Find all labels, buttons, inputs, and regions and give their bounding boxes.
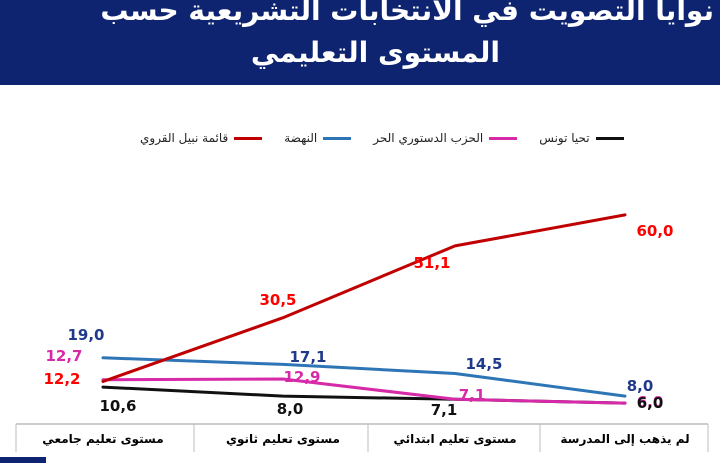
data-label-tahya-0: 10,6 xyxy=(99,397,136,415)
series-line-qarwi xyxy=(101,213,627,383)
chart-legend: قائمة نبيل القروي النهضة الحزب الدستوري … xyxy=(140,128,640,148)
legend-label-destouri: الحزب الدستوري الحر xyxy=(373,131,484,145)
data-label-destouri-3: 6,0 xyxy=(637,393,664,411)
legend-item-tahya: تحيا تونس xyxy=(539,128,624,148)
data-label-tahya-1: 8,0 xyxy=(277,400,304,418)
legend-label-qarwi: قائمة نبيل القروي xyxy=(140,131,229,145)
legend-label-nahda: النهضة xyxy=(284,131,318,145)
data-label-destouri-1: 12,9 xyxy=(283,368,320,386)
legend-item-qarwi: قائمة نبيل القروي xyxy=(140,128,263,148)
page-title-line2: المستوى التعليمي xyxy=(250,36,500,69)
data-label-destouri-0: 12,7 xyxy=(45,347,82,365)
data-label-qarwi-2: 51,1 xyxy=(413,254,450,272)
data-label-tahya-3: 6,0 xyxy=(637,394,664,412)
data-label-destouri-2: 7,1 xyxy=(459,386,486,404)
series-line-destouri xyxy=(101,377,627,405)
x-tick-label-0: مستوى تعليم جامعي xyxy=(42,432,163,447)
legend-label-tahya: تحيا تونس xyxy=(539,131,590,145)
header-banner: نوايا التصويت في الانتخابات التشريعية حس… xyxy=(0,0,720,85)
data-label-nahda-0: 19,0 xyxy=(67,326,104,344)
legend-swatch-nahda xyxy=(323,136,352,140)
legend-swatch-qarwi xyxy=(234,136,263,140)
data-label-nahda-3: 8,0 xyxy=(627,377,654,395)
data-label-nahda-1: 17,1 xyxy=(289,348,326,366)
x-tick-label-1: مستوى تعليم ثانوي xyxy=(226,432,340,447)
data-label-qarwi-1: 30,5 xyxy=(259,291,296,309)
legend-swatch-destouri xyxy=(489,136,518,140)
legend-item-nahda: النهضة xyxy=(284,128,352,148)
series-line-nahda xyxy=(101,356,627,398)
legend-swatch-tahya xyxy=(595,136,624,140)
data-label-qarwi-3: 60,0 xyxy=(636,222,673,240)
footer-accent-bar xyxy=(0,457,46,463)
data-label-nahda-2: 14,5 xyxy=(465,355,502,373)
page-title-line1: نوايا التصويت في الانتخابات التشريعية حس… xyxy=(100,0,714,27)
x-tick-label-2: مستوى تعليم ابتدائي xyxy=(393,432,516,447)
data-label-qarwi-0: 12,2 xyxy=(43,370,80,388)
legend-item-destouri: الحزب الدستوري الحر xyxy=(373,128,518,148)
data-label-tahya-2: 7,1 xyxy=(431,401,458,419)
x-tick-label-3: لم يذهب إلى المدرسة xyxy=(560,432,689,446)
